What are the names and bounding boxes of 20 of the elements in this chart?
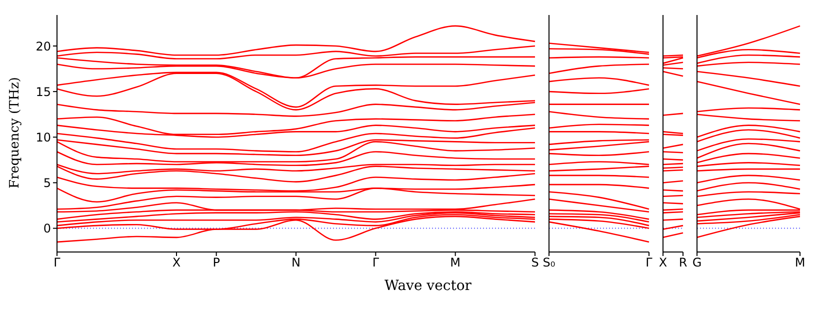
x-tick-label: X [172,256,181,270]
x-tick-label: N [292,256,300,270]
x-tick-label: X [658,256,668,270]
y-tick-label: 5 [43,176,51,190]
x-tick-label: R [678,256,688,270]
x-tick-label: G [692,256,702,270]
y-tick-label: 20 [36,39,51,54]
x-tick-label: M [794,256,806,270]
y-tick-label: 10 [36,130,51,144]
x-tick-label: S [531,256,539,270]
x-tick-label: Γ [372,256,380,270]
x-tick-label: M [450,256,461,270]
x-tick-label: Γ [54,256,61,270]
y-tick-label: 15 [36,84,51,99]
x-tick-label: Γ [646,256,653,270]
y-tick-label: 0 [43,222,51,236]
x-tick-label: S₀ [542,256,556,270]
y-axis-title: Frequency (THz) [8,77,23,188]
x-axis-title: Wave vector [384,278,472,294]
x-tick-label: P [212,256,220,270]
